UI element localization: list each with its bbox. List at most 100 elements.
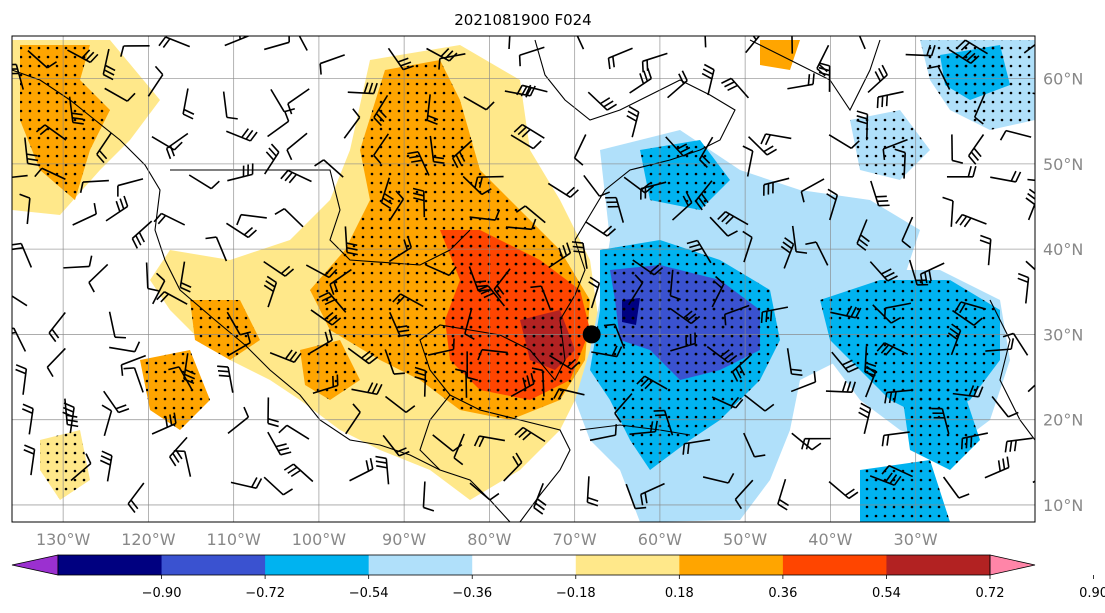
- wind-barb: [392, 293, 424, 308]
- wind-barb: [493, 268, 511, 299]
- wind-barb: [46, 347, 66, 378]
- wind-barb: [742, 145, 754, 177]
- wind-barb: [698, 136, 714, 168]
- wind-barb: [312, 374, 339, 395]
- latitude-label: 60°N: [1043, 70, 1083, 89]
- wind-barb: [389, 311, 412, 337]
- latitude-label: 40°N: [1043, 240, 1083, 259]
- wind-barb: [298, 36, 308, 51]
- wind-barb: [70, 453, 92, 482]
- wind-barb: [1027, 178, 1035, 182]
- wind-barb: [145, 262, 159, 292]
- wind-barb: [429, 135, 445, 164]
- wind-barb: [826, 188, 839, 221]
- wind-barb: [919, 262, 945, 286]
- latitude-label: 30°N: [1043, 325, 1083, 344]
- wind-barb: [267, 110, 290, 138]
- coast-pacific-america: [12, 69, 511, 522]
- wind-barb: [62, 402, 75, 434]
- wind-barb: [742, 230, 753, 263]
- wind-barb: [109, 341, 141, 353]
- wind-barb: [510, 134, 542, 150]
- fill-pos-pacific-low-stipple: [40, 430, 90, 500]
- wind-barb: [263, 476, 293, 496]
- latitude-label: 20°N: [1043, 411, 1083, 430]
- wind-barb: [120, 44, 150, 57]
- wind-barb: [24, 137, 39, 166]
- wind-barb: [780, 237, 795, 269]
- wind-barb: [104, 87, 136, 102]
- wind-barb: [856, 110, 869, 141]
- wind-barb: [263, 275, 278, 308]
- wind-barb: [653, 409, 674, 436]
- wind-barb: [227, 406, 250, 434]
- wind-barb: [426, 94, 439, 125]
- wind-barb: [801, 437, 831, 450]
- colorbar-segment: [58, 555, 163, 575]
- wind-barb: [872, 304, 902, 324]
- wind-barb: [667, 70, 688, 99]
- wind-barb: [67, 49, 99, 64]
- coast-yucatan: [419, 394, 451, 471]
- wind-barb: [217, 365, 234, 393]
- wind-barb: [591, 345, 623, 358]
- wind-barb: [790, 371, 817, 393]
- wind-barb: [79, 179, 109, 193]
- coast-greenland: [749, 39, 881, 112]
- wind-barb: [533, 483, 547, 515]
- wind-barb: [731, 353, 753, 382]
- wind-barb: [151, 412, 177, 435]
- fill-neg2-iceland-stipple: [940, 45, 1010, 100]
- wind-barb: [513, 123, 545, 139]
- wind-barb: [942, 196, 954, 227]
- wind-barb: [706, 346, 738, 363]
- colorbar-segment: [679, 555, 784, 575]
- coast-africa: [989, 299, 1035, 441]
- fill-pos2-west-canada-stipple: [20, 45, 110, 200]
- wind-barb: [530, 285, 552, 311]
- wind-barb: [763, 177, 790, 196]
- wind-barb: [438, 53, 466, 70]
- map-frame: [11, 35, 1036, 523]
- wind-barb: [869, 261, 898, 282]
- wind-barb: [1027, 370, 1035, 393]
- colorbar-segment: [782, 555, 887, 575]
- wind-barb: [518, 46, 545, 67]
- wind-barb: [805, 241, 829, 266]
- wind-barb: [828, 134, 860, 150]
- wind-barb: [585, 221, 617, 237]
- wind-barb: [103, 390, 130, 414]
- colorbar-tick-label: −0.36: [452, 586, 492, 601]
- wind-barb: [701, 63, 715, 96]
- wind-barb: [548, 242, 572, 269]
- fill-neg4-atlantic-stipple: [622, 298, 640, 325]
- longitude-label: 100°W: [292, 530, 347, 549]
- wind-barb: [669, 307, 701, 325]
- wind-barb: [283, 463, 314, 483]
- wind-barb: [286, 132, 308, 161]
- wind-barb: [503, 452, 523, 482]
- wind-barb: [309, 329, 334, 354]
- wind-barb: [864, 365, 876, 398]
- wind-barb: [614, 393, 633, 423]
- wind-barb: [665, 136, 694, 157]
- longitude-label: 130°W: [36, 530, 91, 549]
- wind-barb: [629, 67, 653, 94]
- wind-barb: [973, 92, 986, 125]
- wind-barb: [711, 275, 725, 308]
- wind-barb: [632, 259, 664, 276]
- wind-barb: [412, 187, 426, 218]
- wind-barb: [344, 226, 358, 256]
- wind-barb: [108, 311, 126, 339]
- wind-barb: [267, 397, 279, 428]
- colorbar-segment: [368, 555, 473, 575]
- wind-barb: [881, 431, 910, 447]
- wind-barb: [425, 264, 457, 277]
- wind-barb: [318, 291, 347, 313]
- wind-barb: [587, 91, 617, 111]
- wind-barb: [451, 139, 473, 169]
- longitude-label: 120°W: [121, 530, 176, 549]
- wind-barb: [884, 389, 913, 404]
- wind-barb: [955, 213, 987, 228]
- wind-barb: [267, 431, 292, 456]
